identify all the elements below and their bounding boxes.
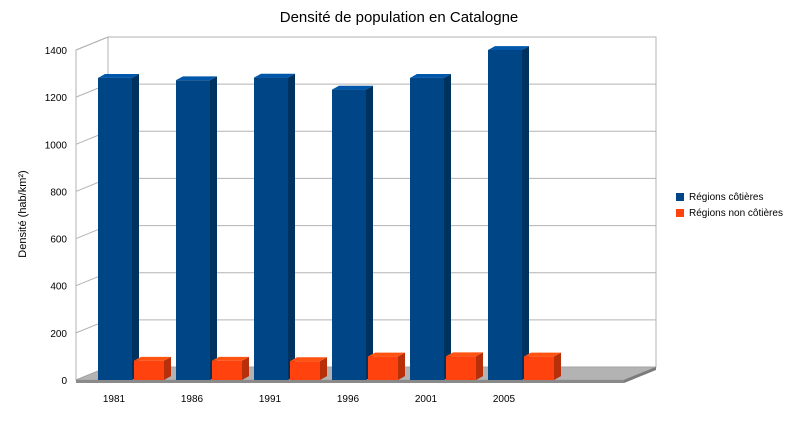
- legend-swatch: [676, 209, 684, 217]
- bar-coastal: [98, 73, 139, 381]
- bar-inland-top: [368, 352, 405, 357]
- bar-inland-front: [290, 361, 320, 380]
- y-tick-label: 1400: [45, 46, 68, 57]
- x-axis-ticks: 1981 1986 1991 1996 2001 2005: [103, 394, 516, 405]
- bar-coastal-top: [98, 73, 139, 78]
- bar-coastal-front: [332, 89, 366, 380]
- bar-inland-side: [320, 357, 327, 380]
- bar-inland-front: [524, 356, 554, 380]
- bar-coastal: [410, 73, 451, 381]
- chart-title: Densité de population en Catalogne: [280, 9, 519, 26]
- legend-swatch: [676, 193, 684, 201]
- bar-inland: [446, 352, 483, 380]
- bar-coastal: [176, 76, 217, 381]
- bar-coastal-side: [210, 76, 217, 381]
- bar-coastal-side: [288, 73, 295, 380]
- bar-coastal-top: [254, 73, 295, 78]
- bar-coastal-side: [366, 85, 373, 380]
- bars: [98, 46, 561, 381]
- bar-inland: [212, 356, 249, 380]
- bar-inland-side: [398, 352, 405, 380]
- y-axis-label: Densité (hab/km²): [17, 170, 29, 257]
- x-tick-label: 2005: [493, 394, 516, 405]
- bar-coastal-side: [522, 46, 529, 381]
- bar-inland: [290, 357, 327, 380]
- bar-inland-top: [212, 356, 249, 361]
- y-tick-label: 1000: [45, 140, 68, 151]
- bar-coastal-top: [410, 73, 451, 78]
- bar-inland-top: [524, 352, 561, 357]
- y-tick-label: 0: [61, 376, 67, 387]
- x-tick-label: 1981: [103, 394, 126, 405]
- bar-inland-side: [554, 352, 561, 380]
- bar-coastal-top: [176, 76, 217, 81]
- bar-coastal: [254, 73, 295, 380]
- bar-inland: [368, 352, 405, 380]
- bar-inland: [524, 352, 561, 380]
- y-axis-ticks: 0 200 400 600 800 1000 1200 1400: [45, 46, 68, 387]
- bar-inland-front: [368, 356, 398, 380]
- x-tick-label: 1996: [337, 394, 360, 405]
- bar-inland-side: [476, 352, 483, 380]
- legend-label: Régions côtières: [689, 192, 763, 203]
- bar-coastal-side: [132, 73, 139, 380]
- bar-coastal-front: [176, 80, 210, 381]
- bar-inland: [134, 356, 171, 380]
- bar-inland-side: [164, 356, 171, 380]
- x-tick-label: 1991: [259, 394, 282, 405]
- bar-coastal-top: [332, 85, 373, 90]
- y-tick-label: 600: [50, 235, 67, 246]
- bar-inland-top: [446, 352, 483, 357]
- y-tick-label: 400: [50, 282, 67, 293]
- bar-coastal-side: [444, 73, 451, 380]
- x-tick-label: 1986: [181, 394, 204, 405]
- bar-inland-top: [134, 356, 171, 361]
- bar-coastal-front: [488, 50, 522, 380]
- legend: Régions côtières Régions non côtières: [676, 192, 783, 219]
- bar-inland-front: [212, 360, 242, 380]
- bar-coastal-front: [254, 77, 288, 380]
- bar-coastal-top: [488, 46, 529, 50]
- floor-front: [76, 380, 624, 383]
- bar-coastal: [332, 85, 373, 380]
- bar-inland-front: [134, 360, 164, 380]
- bar-coastal-front: [98, 77, 132, 381]
- bar-coastal: [488, 46, 529, 381]
- y-tick-label: 200: [50, 329, 67, 340]
- bar-inland-top: [290, 357, 327, 362]
- y-tick-label: 1200: [45, 93, 68, 104]
- gridline: [75, 36, 656, 51]
- legend-label: Régions non côtières: [689, 208, 783, 219]
- bar-inland-side: [242, 356, 249, 380]
- bar-inland-front: [446, 356, 476, 380]
- floor-side: [624, 367, 656, 383]
- bar-coastal-front: [410, 77, 444, 381]
- x-tick-label: 2001: [415, 394, 438, 405]
- y-tick-label: 800: [50, 187, 67, 198]
